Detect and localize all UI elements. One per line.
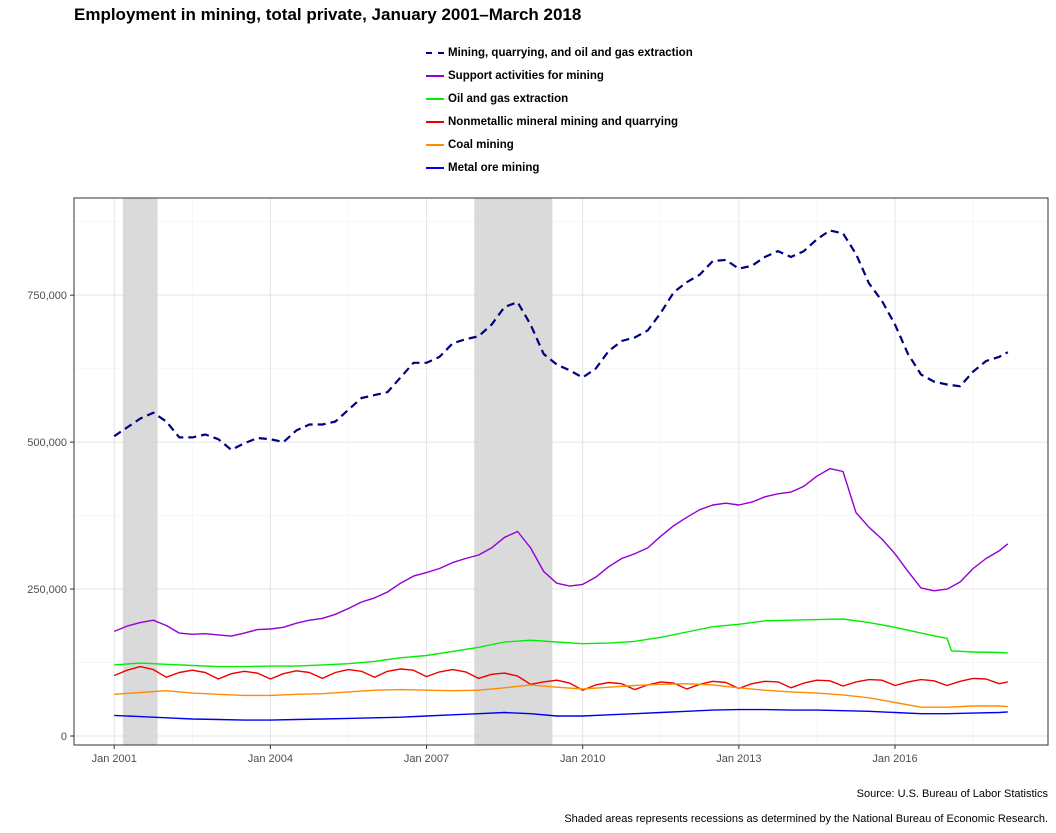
legend-swatch-icon [426, 166, 444, 169]
legend-swatch-icon [426, 120, 444, 123]
chart-legend: Mining, quarrying, and oil and gas extra… [426, 41, 693, 179]
legend-item: Coal mining [426, 133, 693, 156]
series-line [114, 618, 1008, 668]
y-tick-label: 250,000 [27, 584, 67, 596]
x-tick-label: Jan 2016 [872, 753, 917, 765]
legend-item: Metal ore mining [426, 156, 693, 179]
y-tick-label: 0 [61, 731, 67, 743]
legend-label: Oil and gas extraction [448, 92, 569, 105]
legend-item: Nonmetallic mineral mining and quarrying [426, 110, 693, 133]
recession-band [474, 198, 553, 745]
series-line [113, 229, 1009, 451]
legend-item: Support activities for mining [426, 64, 693, 87]
chart-title: Employment in mining, total private, Jan… [74, 5, 582, 24]
source-caption: Source: U.S. Bureau of Labor Statistics [856, 788, 1048, 800]
legend-item: Mining, quarrying, and oil and gas extra… [426, 41, 693, 64]
legend-label: Nonmetallic mineral mining and quarrying [448, 115, 679, 128]
legend-swatch-icon [426, 74, 444, 77]
legend-label: Mining, quarrying, and oil and gas extra… [448, 46, 693, 59]
recession-note: Shaded areas represents recessions as de… [564, 813, 1048, 825]
series-line [114, 708, 1008, 721]
recession-band [122, 198, 158, 745]
legend-swatch-icon [426, 51, 444, 54]
legend-label: Support activities for mining [448, 69, 604, 82]
legend-label: Metal ore mining [448, 161, 540, 174]
series-line [113, 665, 1008, 691]
legend-swatch-icon [426, 97, 444, 100]
x-tick-label: Jan 2013 [716, 753, 761, 765]
x-tick-label: Jan 2007 [404, 753, 449, 765]
x-tick-label: Jan 2010 [560, 753, 605, 765]
series-line [114, 683, 1008, 708]
legend-swatch-icon [426, 143, 444, 146]
legend-item: Oil and gas extraction [426, 87, 693, 110]
x-tick-label: Jan 2001 [92, 753, 137, 765]
series-line [113, 467, 1009, 637]
legend-label: Coal mining [448, 138, 514, 151]
y-tick-label: 750,000 [27, 290, 67, 302]
y-tick-label: 500,000 [27, 437, 67, 449]
plot-border [73, 197, 1049, 746]
x-tick-label: Jan 2004 [248, 753, 293, 765]
